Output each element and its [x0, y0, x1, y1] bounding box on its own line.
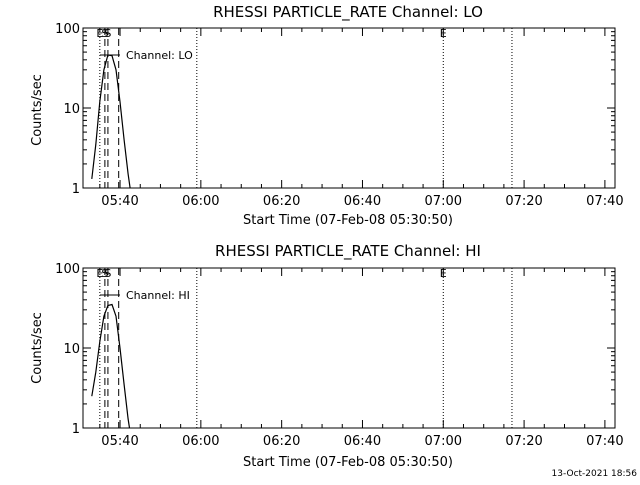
y-tick-label: 100 — [55, 22, 80, 37]
plot-panel-lo: 05:40 06:00 06:20 06:40 07:00 07:20 07:40 1 10 10… — [55, 22, 623, 209]
x-tick-label: 06:40 — [344, 434, 381, 449]
event-label: S — [101, 267, 108, 280]
x-tick-label: 06:00 — [182, 434, 219, 449]
y-tick-label: 100 — [55, 262, 80, 277]
x-tick-label: 07:40 — [586, 194, 623, 209]
x-tick-label: 05:40 — [101, 434, 138, 449]
legend-label: Channel: LO — [126, 49, 193, 62]
chart-title: RHESSI PARTICLE_RATE Channel: LO — [213, 3, 483, 22]
x-tick-label: 07:40 — [586, 434, 623, 449]
x-tick-label: 07:00 — [425, 194, 462, 209]
legend-label: Channel: HI — [126, 289, 190, 302]
event-label: E — [96, 27, 103, 40]
event-label: E — [440, 267, 447, 280]
x-tick-label: 06:00 — [182, 194, 219, 209]
y-axis-label: Counts/sec — [30, 74, 45, 146]
x-tick-label: 06:40 — [344, 194, 381, 209]
x-tick-label: 07:00 — [425, 434, 462, 449]
x-axis-label: Start Time (07-Feb-08 05:30:50) — [243, 455, 453, 470]
y-axis-label: Counts/sec — [30, 312, 45, 384]
event-label: E — [96, 267, 103, 280]
series-line — [91, 303, 131, 429]
chart-title: RHESSI PARTICLE_RATE Channel: HI — [215, 242, 481, 261]
y-tick-label: 10 — [63, 342, 80, 357]
y-tick-label: 10 — [63, 102, 80, 117]
x-tick-label: 07:20 — [505, 194, 542, 209]
event-label: S — [101, 27, 108, 40]
y-tick-label: 1 — [72, 422, 80, 437]
event-label: E — [440, 27, 447, 40]
y-tick-label: 1 — [72, 182, 80, 197]
series-line — [91, 54, 131, 189]
x-tick-label: 05:40 — [101, 194, 138, 209]
footer-date: 13-Oct-2021 18:56 — [552, 469, 638, 479]
x-axis-label: Start Time (07-Feb-08 05:30:50) — [243, 213, 453, 228]
x-tick-label: 06:20 — [263, 434, 300, 449]
x-tick-label: 07:20 — [505, 434, 542, 449]
event-label: S — [104, 267, 111, 280]
event-label: S — [104, 27, 111, 40]
x-tick-label: 06:20 — [263, 194, 300, 209]
plot-panel-hi: 05:40 06:00 06:20 06:40 07:00 07:20 07:40 1 10 10… — [55, 262, 623, 449]
